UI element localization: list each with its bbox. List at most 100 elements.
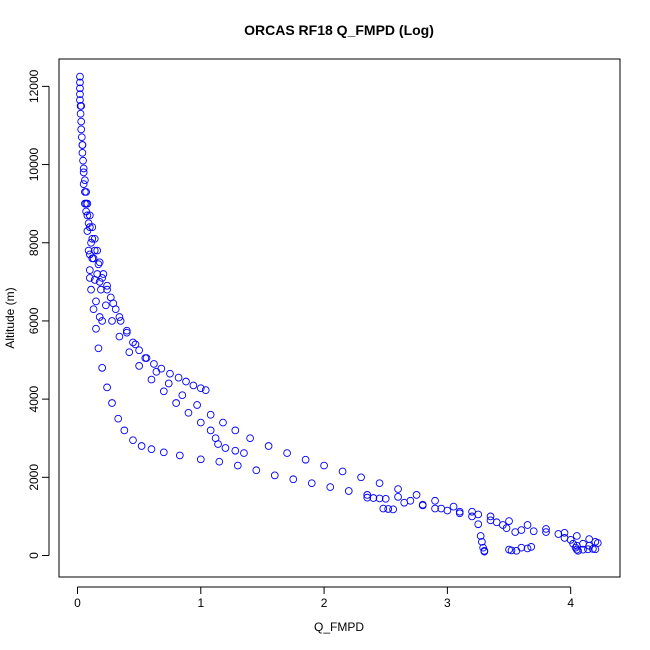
data-point (283, 449, 291, 457)
data-point (92, 297, 100, 306)
data-point (172, 399, 180, 407)
data-point (455, 507, 464, 516)
data-point (214, 440, 222, 448)
data-point (108, 317, 116, 325)
data-point (109, 299, 118, 308)
data-point (76, 109, 85, 118)
data-point (90, 246, 99, 255)
data-point (98, 317, 107, 325)
data-point (87, 238, 95, 247)
data-point (76, 72, 84, 81)
data-point (270, 471, 279, 480)
data-point (468, 512, 476, 521)
data-point (529, 527, 538, 536)
data-point (394, 485, 402, 493)
data-point (431, 496, 439, 505)
data-point (326, 483, 335, 491)
data-point (542, 528, 550, 536)
data-point (84, 219, 93, 228)
data-point (147, 445, 156, 454)
data-point (98, 363, 107, 372)
data-point (94, 260, 103, 269)
data-point (406, 496, 415, 505)
y-tick-label: 8000 (27, 229, 41, 256)
data-point (219, 418, 227, 427)
data-point (76, 96, 84, 104)
data-point (486, 512, 495, 521)
data-point (159, 448, 168, 457)
data-point (593, 539, 602, 547)
data-point (231, 426, 240, 435)
x-tick-label: 2 (321, 596, 328, 610)
data-point (77, 117, 86, 126)
data-point (95, 277, 104, 286)
data-point (443, 506, 452, 515)
data-point (83, 211, 92, 220)
y-tick-label: 10000 (27, 148, 41, 182)
data-point (81, 176, 89, 185)
data-point (574, 546, 582, 555)
data-point (141, 354, 150, 362)
data-point (122, 328, 131, 337)
data-point (418, 500, 427, 509)
y-axis: 0 2000 4000 6000 8000 10000 12000 (27, 69, 50, 559)
data-point (379, 504, 388, 513)
data-point (474, 520, 483, 529)
data-point (389, 505, 397, 514)
data-points (76, 72, 602, 556)
data-point (159, 387, 168, 396)
data-point (115, 332, 124, 341)
data-point (307, 479, 316, 488)
data-point (79, 156, 87, 165)
data-point (375, 494, 384, 503)
y-axis-label: Altitude (m) (3, 287, 17, 348)
data-point (103, 281, 111, 290)
data-point (174, 373, 183, 382)
data-point (116, 317, 125, 325)
data-point (102, 301, 110, 310)
data-point (584, 545, 592, 554)
data-point (122, 326, 131, 335)
data-point (125, 348, 134, 357)
data-point (560, 528, 569, 537)
data-point (542, 525, 550, 533)
data-point (527, 543, 536, 551)
data-point (523, 521, 532, 529)
y-tick-label: 0 (27, 552, 41, 559)
data-point (357, 473, 365, 482)
data-point (182, 377, 190, 386)
data-point (92, 324, 100, 333)
data-point (99, 270, 108, 278)
data-point (77, 133, 86, 142)
data-point (233, 461, 242, 470)
data-point (137, 442, 146, 450)
data-point (569, 539, 577, 548)
data-point (320, 461, 328, 470)
data-point (79, 164, 88, 173)
data-point (103, 383, 111, 392)
data-point (135, 346, 143, 355)
data-point (512, 546, 521, 555)
data-point (206, 426, 215, 435)
data-point (115, 313, 124, 321)
data-point (78, 148, 87, 157)
data-point (114, 414, 123, 423)
data-point (468, 507, 476, 516)
data-point (193, 401, 201, 409)
data-point (103, 285, 111, 294)
data-point (85, 223, 94, 231)
chart-title: ORCAS RF18 Q_FMPD (Log) (244, 22, 434, 38)
data-point (196, 418, 205, 427)
x-tick-label: 0 (74, 596, 81, 610)
data-point (231, 446, 240, 455)
data-point (505, 517, 513, 525)
data-point (82, 199, 90, 208)
data-point (77, 102, 86, 110)
data-point (152, 367, 161, 376)
data-point (221, 444, 230, 452)
data-point (78, 141, 87, 149)
data-point (95, 313, 104, 321)
data-point (97, 285, 105, 294)
data-point (85, 274, 94, 282)
